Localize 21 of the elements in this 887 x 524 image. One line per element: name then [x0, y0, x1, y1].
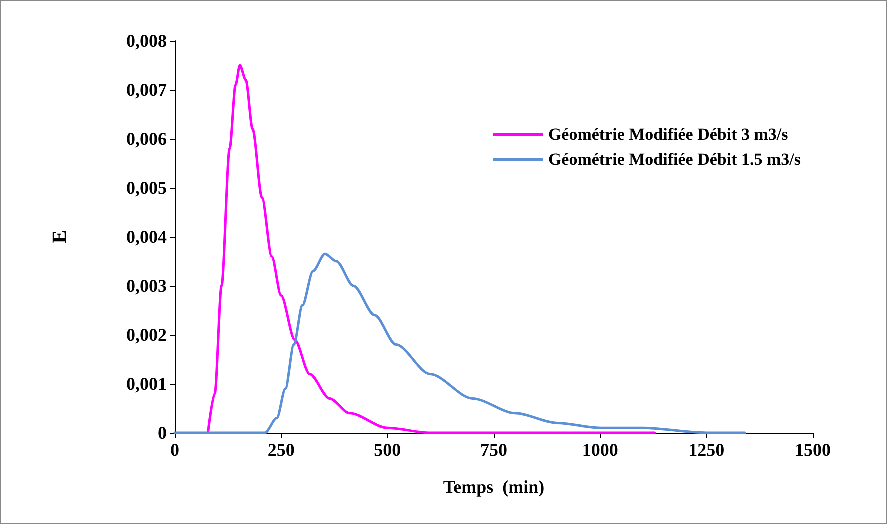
x-tick-label: 0: [170, 440, 180, 460]
legend-label: Géométrie Modifiée Débit 1.5 m3/s: [548, 150, 802, 169]
y-tick-label: 0,008: [126, 31, 167, 51]
x-tick-label: 750: [480, 440, 508, 460]
y-tick-label: 0,005: [126, 178, 167, 198]
y-tick-label: 0,004: [126, 227, 167, 247]
x-tick-label: 1500: [795, 440, 831, 460]
line-series: [174, 252, 746, 434]
y-tick-label: 0,007: [126, 80, 167, 100]
y-axis-title: E: [49, 230, 71, 244]
x-tick-label: 250: [268, 440, 295, 460]
y-tick-label: 0,001: [126, 374, 167, 394]
x-tick-label: 1000: [582, 440, 618, 460]
x-tick-label: 1250: [688, 440, 725, 460]
y-tick-label: 0,006: [126, 129, 167, 149]
x-axis-title: Temps (min): [443, 477, 545, 497]
y-tick-label: 0,003: [126, 276, 167, 296]
y-tick-label: 0: [158, 423, 167, 443]
y-tick-label: 0,002: [126, 325, 167, 345]
legend-label: Géométrie Modifiée Débit 3 m3/s: [548, 125, 789, 144]
x-tick-label: 500: [374, 440, 402, 460]
